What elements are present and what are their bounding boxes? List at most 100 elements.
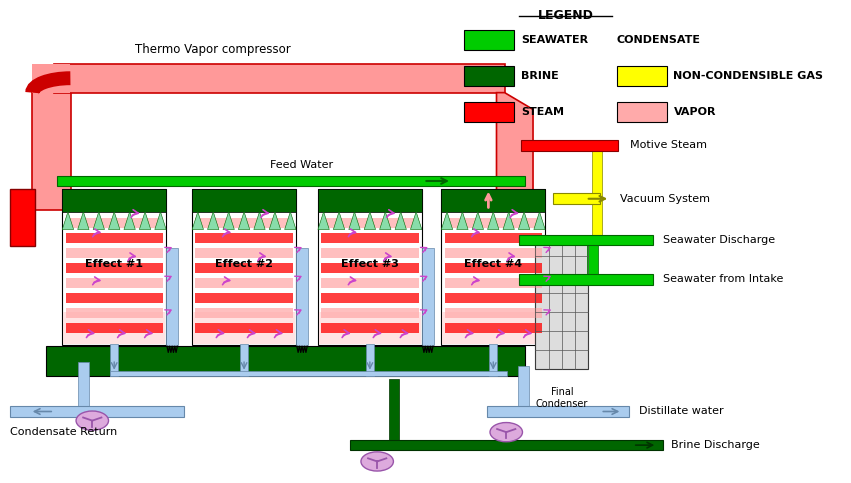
Bar bbox=[321, 263, 419, 273]
Bar bbox=[422, 248, 434, 345]
Polygon shape bbox=[238, 212, 249, 229]
Bar bbox=[553, 194, 601, 204]
Polygon shape bbox=[32, 64, 71, 93]
Polygon shape bbox=[457, 212, 468, 229]
Bar bbox=[192, 189, 296, 212]
Bar bbox=[444, 263, 542, 273]
Bar bbox=[321, 324, 419, 333]
Text: Vacuum System: Vacuum System bbox=[620, 194, 710, 204]
Polygon shape bbox=[496, 93, 533, 210]
Text: Effect #2: Effect #2 bbox=[215, 258, 273, 269]
Bar bbox=[66, 263, 163, 273]
Bar bbox=[78, 362, 89, 417]
Bar bbox=[518, 367, 529, 417]
Polygon shape bbox=[254, 212, 266, 229]
Polygon shape bbox=[410, 212, 422, 229]
Bar bbox=[487, 406, 629, 417]
Bar bbox=[66, 248, 163, 258]
Bar bbox=[196, 294, 293, 303]
Bar bbox=[196, 278, 293, 288]
Bar bbox=[240, 344, 248, 376]
Bar bbox=[444, 248, 542, 258]
Bar bbox=[617, 102, 667, 122]
Polygon shape bbox=[334, 212, 345, 229]
Bar bbox=[321, 309, 419, 318]
Bar bbox=[442, 189, 545, 345]
Bar bbox=[444, 233, 542, 242]
Polygon shape bbox=[442, 212, 453, 229]
Bar bbox=[444, 309, 542, 318]
Bar bbox=[521, 140, 618, 151]
Text: Feed Water: Feed Water bbox=[270, 160, 334, 170]
Bar bbox=[196, 218, 293, 227]
Polygon shape bbox=[223, 212, 234, 229]
Bar bbox=[321, 278, 419, 288]
Text: Condensate Return: Condensate Return bbox=[9, 427, 117, 437]
Bar bbox=[110, 371, 507, 376]
Polygon shape bbox=[124, 212, 135, 229]
Bar bbox=[193, 312, 295, 344]
Bar bbox=[54, 64, 505, 93]
Bar bbox=[444, 278, 542, 288]
Text: Brine Discharge: Brine Discharge bbox=[671, 440, 760, 450]
Bar bbox=[587, 235, 598, 284]
Polygon shape bbox=[349, 212, 360, 229]
Text: Final
Condenser: Final Condenser bbox=[535, 387, 588, 409]
Text: NON-CONDENSIBLE GAS: NON-CONDENSIBLE GAS bbox=[673, 71, 824, 81]
Polygon shape bbox=[62, 212, 74, 229]
Bar bbox=[464, 66, 514, 86]
Bar bbox=[464, 30, 514, 50]
Polygon shape bbox=[472, 212, 483, 229]
Bar bbox=[444, 218, 542, 227]
Bar bbox=[56, 176, 525, 186]
Text: Motive Steam: Motive Steam bbox=[631, 141, 707, 151]
Bar bbox=[63, 312, 165, 344]
Bar bbox=[66, 218, 163, 227]
Bar bbox=[196, 324, 293, 333]
Polygon shape bbox=[269, 212, 281, 229]
Polygon shape bbox=[208, 212, 219, 229]
Bar bbox=[389, 379, 399, 450]
Bar bbox=[66, 324, 163, 333]
Bar bbox=[196, 248, 293, 258]
Bar bbox=[519, 235, 654, 245]
Bar bbox=[443, 312, 545, 344]
Polygon shape bbox=[364, 212, 375, 229]
Bar bbox=[442, 189, 545, 212]
Text: Effect #3: Effect #3 bbox=[341, 258, 399, 269]
Text: Seawater Discharge: Seawater Discharge bbox=[663, 235, 775, 245]
Bar bbox=[319, 312, 421, 344]
Bar bbox=[32, 83, 71, 210]
Bar bbox=[196, 263, 293, 273]
Bar bbox=[519, 274, 654, 284]
Text: CONDENSATE: CONDENSATE bbox=[617, 35, 700, 45]
Bar bbox=[192, 189, 296, 345]
Circle shape bbox=[490, 423, 523, 442]
Bar bbox=[351, 440, 663, 450]
Bar bbox=[166, 248, 179, 345]
Bar bbox=[66, 309, 163, 318]
Polygon shape bbox=[77, 212, 89, 229]
Bar bbox=[321, 218, 419, 227]
Bar bbox=[617, 66, 667, 86]
Polygon shape bbox=[380, 212, 391, 229]
Text: Seawater from Intake: Seawater from Intake bbox=[663, 274, 783, 284]
Bar bbox=[444, 324, 542, 333]
Polygon shape bbox=[192, 212, 203, 229]
Bar bbox=[321, 294, 419, 303]
Bar bbox=[535, 237, 588, 369]
Polygon shape bbox=[534, 212, 545, 229]
Text: Effect #4: Effect #4 bbox=[464, 258, 523, 269]
Polygon shape bbox=[155, 212, 166, 229]
Text: STEAM: STEAM bbox=[521, 107, 564, 117]
Polygon shape bbox=[93, 212, 105, 229]
Bar bbox=[444, 294, 542, 303]
Polygon shape bbox=[318, 212, 329, 229]
Polygon shape bbox=[109, 212, 120, 229]
Text: VAPOR: VAPOR bbox=[673, 107, 716, 117]
Bar bbox=[62, 189, 166, 212]
Text: Effect #1: Effect #1 bbox=[85, 258, 143, 269]
Bar bbox=[66, 233, 163, 242]
Bar bbox=[592, 150, 602, 242]
Bar bbox=[318, 189, 422, 345]
